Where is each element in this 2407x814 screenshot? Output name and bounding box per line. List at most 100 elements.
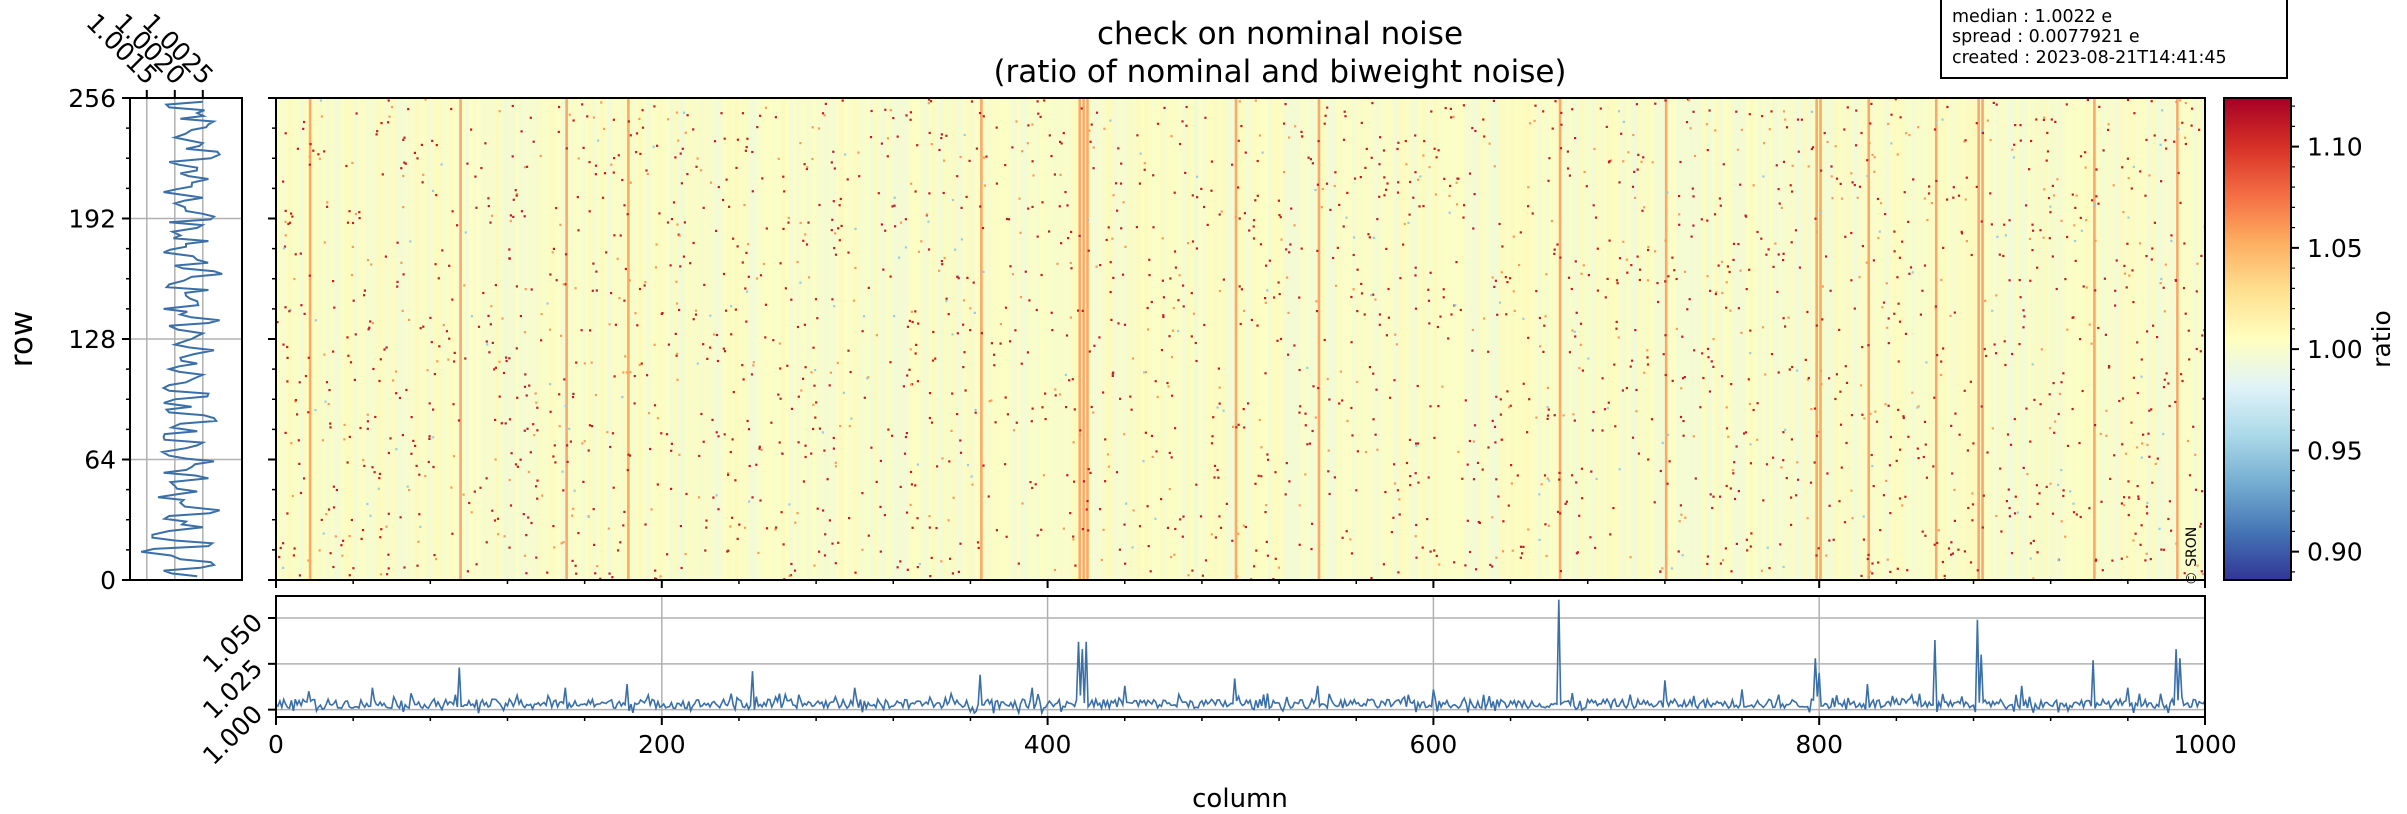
heatmap-pixel	[535, 401, 538, 404]
heatmap-pixel	[1375, 388, 1378, 391]
heatmap-pixel	[823, 554, 827, 557]
heatmap-pixel	[1371, 102, 1374, 105]
heatmap-pixel	[1958, 433, 1961, 436]
heatmap-pixel	[2170, 529, 2173, 532]
heatmap-column	[1568, 98, 1573, 580]
heatmap-pixel	[678, 308, 681, 312]
heatmap-pixel	[1923, 197, 1926, 200]
heatmap-pixel	[451, 210, 454, 213]
heatmap-pixel	[1739, 183, 1742, 186]
heatmap-pixel	[2132, 539, 2135, 542]
heatmap-column	[484, 98, 489, 580]
heatmap-column	[1807, 98, 1812, 580]
info-spread: spread : 0.0077921 e	[1952, 27, 2140, 47]
heatmap-pixel	[804, 233, 807, 236]
heatmap-pixel	[1725, 484, 1728, 488]
heatmap-pixel	[2046, 150, 2050, 153]
heatmap-pixel	[402, 174, 405, 178]
heatmap-pixel	[348, 210, 351, 213]
heatmap-pixel	[1374, 433, 1377, 436]
heatmap-pixel	[1106, 453, 1110, 456]
heatmap-pixel	[1376, 218, 1379, 221]
heatmap-pixel	[1187, 242, 1190, 245]
heatmap-pixel	[875, 334, 878, 337]
heatmap-pixel	[2054, 420, 2057, 423]
heatmap-column	[2170, 98, 2175, 580]
heatmap-pixel	[1491, 276, 1494, 279]
heatmap-pixel	[1902, 416, 1905, 420]
heatmap-pixel	[1298, 296, 1301, 299]
heatmap-pixel	[1706, 275, 1709, 278]
heatmap-column	[1464, 98, 1469, 580]
heatmap-pixel	[363, 289, 366, 292]
heatmap-pixel	[1396, 147, 1399, 151]
heatmap-column	[677, 98, 682, 580]
heatmap-pixel	[1583, 170, 1586, 174]
heatmap-column	[2197, 98, 2202, 580]
heatmap-pixel	[564, 283, 567, 286]
heatmap-pixel	[1796, 118, 1800, 121]
heatmap-column	[1240, 98, 1245, 580]
heatmap-pixel	[712, 496, 715, 499]
heatmap-pixel	[1946, 198, 1949, 201]
heatmap-pixel	[2011, 148, 2014, 151]
heatmap-column	[1228, 98, 1234, 580]
heatmap-pixel	[1539, 345, 1542, 348]
heatmap-pixel	[968, 159, 971, 162]
heatmap-pixel	[978, 112, 982, 115]
heatmap-pixel	[1326, 106, 1329, 109]
heatmap-pixel	[654, 266, 658, 269]
heatmap-pixel	[2079, 338, 2082, 341]
heatmap-pixel	[1236, 575, 1239, 578]
heatmap-column	[430, 98, 435, 580]
heatmap-pixel	[702, 206, 705, 209]
heatmap-pixel	[840, 224, 843, 227]
heatmap-pixel	[966, 464, 970, 467]
heatmap-column	[1333, 98, 1338, 580]
heatmap-pixel	[572, 119, 575, 122]
heatmap-pixel	[1692, 195, 1695, 198]
heatmap-pixel	[1917, 126, 1920, 129]
heatmap-pixel	[332, 485, 335, 488]
heatmap-pixel	[1240, 125, 1243, 128]
heatmap-pixel	[1044, 418, 1047, 421]
heatmap-pixel	[1527, 205, 1530, 208]
heatmap-pixel	[947, 519, 950, 522]
heatmap-pixel	[1414, 134, 1417, 137]
heatmap-pixel	[1522, 382, 1525, 385]
heatmap-column	[1093, 98, 1099, 580]
heatmap-pixel	[487, 205, 490, 208]
heatmap-pixel	[676, 302, 679, 305]
heatmap-pixel	[2163, 310, 2166, 313]
heatmap-pixel	[1040, 273, 1043, 277]
heatmap-pixel	[1053, 568, 1057, 572]
heatmap-column	[1151, 98, 1157, 580]
heatmap-pixel	[1304, 473, 1307, 476]
heatmap-pixel	[1538, 316, 1541, 320]
heatmap-pixel	[1603, 408, 1607, 411]
heatmap-pixel	[1527, 336, 1530, 339]
heatmap-pixel	[378, 472, 382, 475]
column-xtick-label: 200	[638, 730, 686, 759]
heatmap-pixel	[587, 449, 590, 452]
heatmap-pixel	[962, 323, 965, 326]
heatmap-pixel	[678, 234, 681, 237]
heatmap-pixel	[1232, 425, 1235, 428]
heatmap-pixel	[1571, 108, 1574, 111]
heatmap-pixel	[779, 397, 782, 400]
heatmap-pixel	[813, 384, 816, 387]
heatmap-pixel	[1745, 538, 1748, 541]
heatmap-pixel	[2151, 247, 2154, 250]
heatmap-pixel	[1087, 218, 1090, 222]
heatmap-pixel	[1078, 234, 1081, 237]
colorbar-tick-label: 0.95	[2307, 436, 2363, 465]
heatmap-pixel	[1339, 370, 1342, 373]
heatmap-pixel	[877, 192, 880, 195]
heatmap-pixel	[1772, 265, 1775, 268]
heatmap-pixel	[1368, 366, 1371, 369]
heatmap-pixel	[2114, 289, 2117, 292]
heatmap-pixel	[962, 299, 966, 302]
heatmap-pixel	[1719, 204, 1722, 207]
heatmap-pixel	[1280, 238, 1283, 241]
heatmap-pixel	[1621, 389, 1624, 392]
